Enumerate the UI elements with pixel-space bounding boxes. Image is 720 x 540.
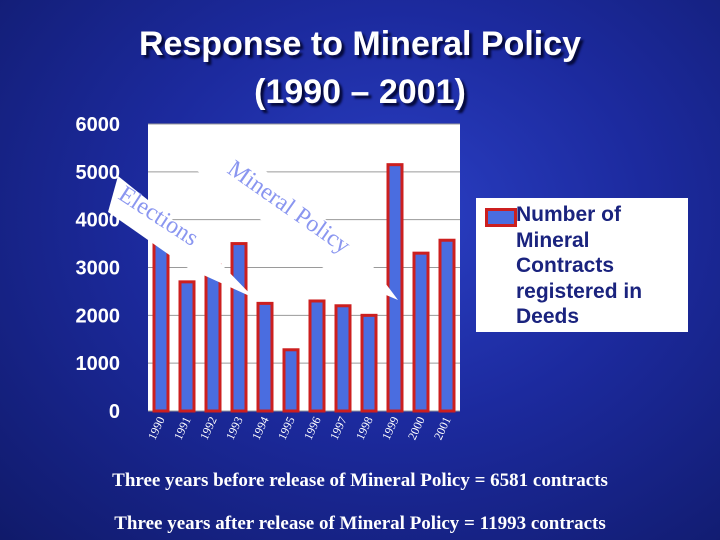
bar-1997 (334, 304, 352, 413)
bar-1993 (230, 242, 248, 413)
x-tick-label: 1996 (301, 414, 324, 442)
bar-2001 (438, 238, 456, 413)
bar-1995 (282, 348, 300, 413)
y-axis-ticks: 0 1000 2000 3000 4000 5000 6000 (76, 114, 121, 423)
bar-1999 (386, 163, 404, 413)
x-tick-label: 1992 (197, 414, 220, 442)
mineral-policy-callout-shape (196, 126, 398, 300)
x-axis-ticks: 1990 1991 1992 1993 1994 1995 1996 1997 1998 1999… (145, 414, 454, 442)
x-tick-label: 1998 (353, 414, 376, 442)
x-tick-label: 2001 (431, 414, 454, 442)
y-tick-label: 5000 (76, 162, 121, 184)
bar-1998 (360, 313, 378, 413)
x-tick-label: 1999 (379, 414, 402, 442)
elections-callout-shape (108, 176, 254, 298)
bar-2000 (412, 251, 430, 413)
x-tick-label: 1994 (249, 414, 272, 442)
legend-swatch (485, 208, 517, 227)
x-tick-label: 1993 (223, 414, 246, 442)
bar-1990 (152, 227, 170, 413)
chart-title-line-2: (1990 – 2001) (254, 73, 466, 111)
y-tick-label: 4000 (76, 210, 121, 232)
footer-after-policy: Three years after release of Mineral Pol… (114, 513, 606, 534)
y-tick-label: 0 (109, 401, 120, 423)
x-tick-label: 2000 (405, 414, 428, 442)
y-tick-label: 3000 (76, 258, 121, 280)
bar-1996 (308, 299, 326, 413)
x-tick-label: 1991 (171, 414, 194, 442)
bar-1994 (256, 301, 274, 413)
x-tick-label: 1990 (145, 414, 168, 442)
chart-legend: Number of Mineral Contracts registered i… (476, 198, 688, 332)
chart-title-line-1: Response to Mineral Policy (138, 25, 582, 63)
x-tick-label: 1995 (275, 414, 298, 442)
y-tick-label: 6000 (76, 114, 121, 136)
x-tick-label: 1997 (327, 414, 350, 442)
bar-1992 (204, 263, 222, 413)
footer-before-policy: Three years before release of Mineral Po… (112, 470, 608, 491)
bar-1991 (178, 280, 196, 413)
legend-label: Number of Mineral Contracts registered i… (516, 203, 643, 328)
y-tick-label: 2000 (76, 305, 121, 327)
y-tick-label: 1000 (76, 353, 121, 375)
